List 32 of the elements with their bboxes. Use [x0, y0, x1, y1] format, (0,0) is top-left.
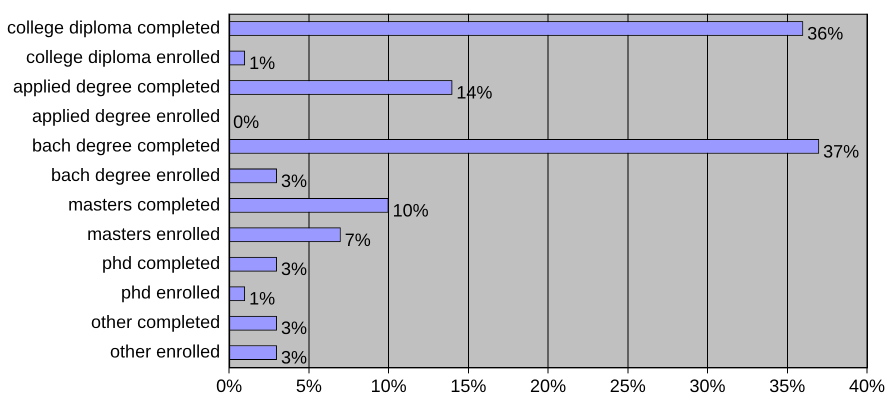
x-tick-label: 35%: [769, 376, 806, 396]
data-label: 0%: [233, 112, 260, 132]
y-tick-label: masters enrolled: [87, 224, 220, 244]
data-label: 7%: [344, 230, 371, 250]
y-tick-label: other completed: [91, 312, 220, 332]
x-tick-label: 15%: [450, 376, 486, 396]
data-label: 3%: [280, 318, 307, 338]
data-label: 10%: [392, 200, 429, 220]
x-tick-label: 5%: [296, 376, 322, 396]
y-tick-label: phd completed: [102, 253, 220, 274]
y-tick-label: college diploma enrolled: [26, 46, 220, 67]
data-label: 3%: [280, 259, 307, 280]
y-tick-label: bach degree enrolled: [50, 164, 220, 185]
y-tick-label: phd enrolled: [121, 282, 220, 303]
x-tick-label: 40%: [848, 376, 886, 396]
data-label: 1%: [249, 52, 276, 73]
data-label: 1%: [249, 288, 276, 309]
data-label: 3%: [280, 170, 307, 191]
x-tick-label: 30%: [690, 376, 726, 396]
y-tick-label: applied degree completed: [12, 76, 220, 96]
x-tick-label: 20%: [530, 376, 566, 396]
x-tick-label: 10%: [370, 376, 407, 396]
y-tick-label: applied degree enrolled: [32, 106, 220, 126]
data-label: 37%: [823, 141, 860, 162]
y-tick-label: bach degree completed: [32, 135, 220, 156]
data-label: 36%: [807, 24, 844, 44]
y-tick-label: other enrolled: [110, 342, 220, 362]
data-label: 3%: [280, 348, 307, 368]
y-tick-label: college diploma completed: [6, 18, 220, 38]
y-tick-label: masters completed: [68, 194, 220, 214]
x-tick-label: 25%: [610, 376, 646, 396]
x-tick-label: 0%: [216, 376, 242, 396]
